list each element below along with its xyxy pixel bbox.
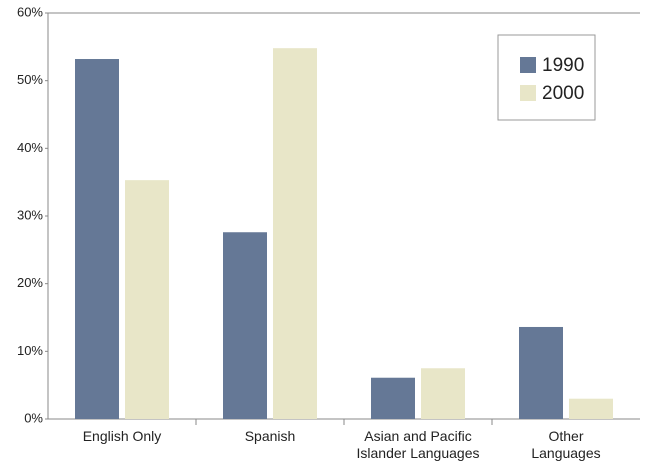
legend-label: 2000 [542, 83, 584, 104]
bar [273, 48, 317, 419]
y-tick-label: 30% [17, 207, 43, 222]
y-tick-label: 10% [17, 343, 43, 358]
x-tick-label: Spanish [244, 428, 296, 444]
bar [223, 232, 267, 419]
bar [421, 368, 465, 419]
legend-label: 1990 [542, 55, 584, 76]
bar [569, 398, 613, 419]
y-tick-label: 50% [17, 72, 43, 87]
y-tick-label: 60% [17, 4, 43, 19]
y-tick-label: 40% [17, 140, 43, 155]
x-tick-label: Other Languages [531, 428, 601, 461]
bar [75, 59, 119, 419]
legend-box [497, 34, 596, 121]
bar [519, 326, 563, 419]
y-tick-label: 20% [17, 275, 43, 290]
x-tick-label: Asian and Pacific Islander Languages [356, 428, 480, 461]
bar [125, 180, 169, 419]
bar [371, 377, 415, 419]
y-tick-label: 0% [24, 410, 43, 425]
legend-swatch [520, 85, 536, 101]
legend-swatch [520, 57, 536, 73]
x-tick-label: English Only [82, 428, 162, 444]
